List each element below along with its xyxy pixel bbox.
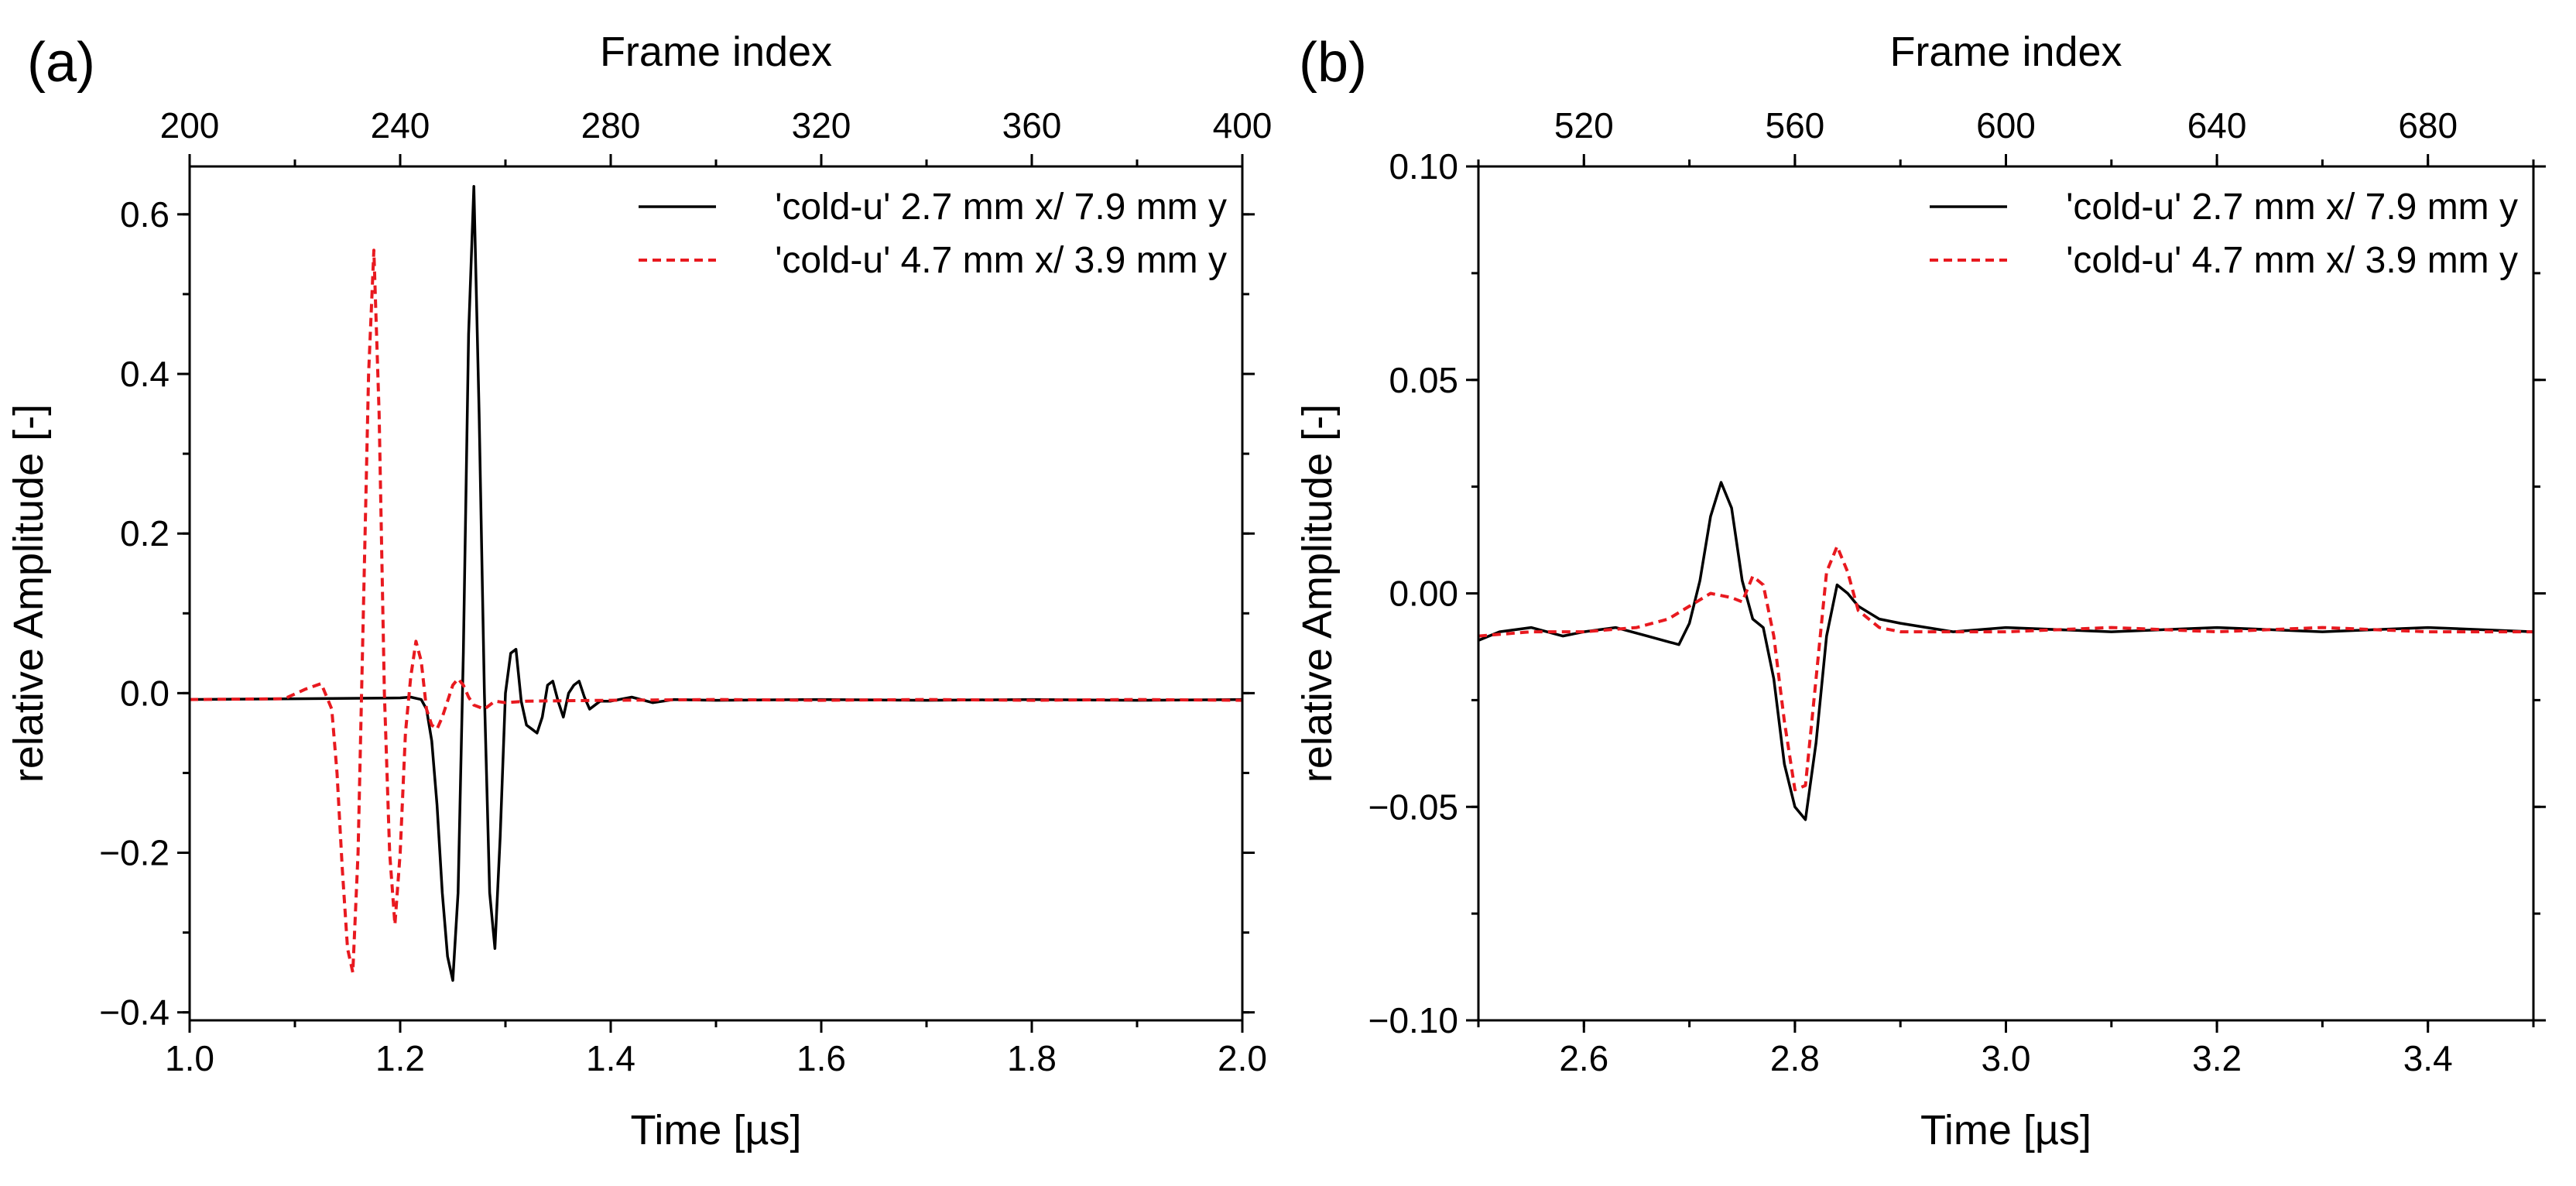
plot-frame (1477, 165, 2535, 1022)
y-axis-title: relative Amplitude [-] (1294, 404, 1341, 783)
x2-axis-title: Frame index (600, 29, 832, 75)
y-tick-label: 0.0 (120, 673, 170, 713)
y-axis-title: relative Amplitude [-] (5, 404, 52, 783)
y-tick-label: 0.00 (1389, 574, 1458, 614)
x-tick-label: 2.8 (1770, 1038, 1820, 1078)
x2-tick-label: 640 (2187, 105, 2247, 146)
series-line-2 (1478, 544, 2533, 792)
plot-frame (188, 165, 1244, 1022)
legend-entry-1: 'cold-u' 2.7 mm x/ 7.9 mm y (2066, 187, 2518, 228)
y-tick-label: 0.2 (120, 513, 170, 554)
y-tick-label: −0.4 (99, 992, 170, 1033)
x2-tick-label: 560 (1766, 105, 1825, 146)
x2-tick-label: 400 (1213, 105, 1273, 146)
x2-tick-label: 360 (1002, 105, 1062, 146)
legend-entry-2: 'cold-u' 4.7 mm x/ 3.9 mm y (2066, 240, 2518, 281)
x-tick-label: 1.6 (796, 1038, 846, 1078)
x2-tick-label: 200 (160, 105, 220, 146)
x-axis-title: Time [µs] (1920, 1107, 2091, 1153)
x2-tick-label: 240 (371, 105, 430, 146)
x-axis-title: Time [µs] (630, 1107, 801, 1153)
y-tick-label: −0.2 (99, 833, 170, 873)
x-tick-label: 2.0 (1218, 1038, 1267, 1078)
y-tick-label: 0.05 (1389, 360, 1458, 400)
y-tick-label: 0.4 (120, 354, 170, 394)
x2-axis-title: Frame index (1889, 29, 2122, 75)
x-tick-label: 1.8 (1007, 1038, 1057, 1078)
panel-a: 1.0 1.2 1.4 1.6 1.8 2.0 200 240 280 320 360 400 −0.4… (5, 29, 1272, 1153)
panel-label: (a) (27, 32, 95, 94)
x2-tick-label: 280 (581, 105, 641, 146)
legend-entry-2: 'cold-u' 4.7 mm x/ 3.9 mm y (775, 240, 1227, 281)
x-tick-label: 3.2 (2192, 1038, 2242, 1078)
x2-tick-label: 600 (1976, 105, 2036, 146)
x-tick-label: 3.4 (2403, 1038, 2453, 1078)
series-line-1 (1478, 481, 2533, 821)
x-tick-label: 1.2 (375, 1038, 425, 1078)
x-tick-label: 1.0 (165, 1038, 214, 1078)
panel-label: (b) (1299, 32, 1367, 94)
panel-b: 2.6 2.8 3.0 3.2 3.4 520 560 600 640 680 −0.10 −0.05… (1294, 29, 2546, 1153)
y-tick-label: 0.10 (1389, 146, 1458, 187)
x2-tick-label: 680 (2398, 105, 2458, 146)
y-tick-label: 0.6 (120, 194, 170, 235)
x2-tick-label: 320 (792, 105, 851, 146)
x-tick-label: 3.0 (1982, 1038, 2031, 1078)
x-tick-label: 2.6 (1559, 1038, 1608, 1078)
series-line-2 (190, 249, 1242, 975)
y-tick-label: −0.05 (1368, 787, 1458, 827)
y-tick-label: −0.10 (1368, 1000, 1458, 1040)
x2-tick-label: 520 (1554, 105, 1614, 146)
series-line-1 (190, 185, 1242, 982)
legend-entry-1: 'cold-u' 2.7 mm x/ 7.9 mm y (775, 187, 1227, 228)
x-tick-label: 1.4 (586, 1038, 635, 1078)
